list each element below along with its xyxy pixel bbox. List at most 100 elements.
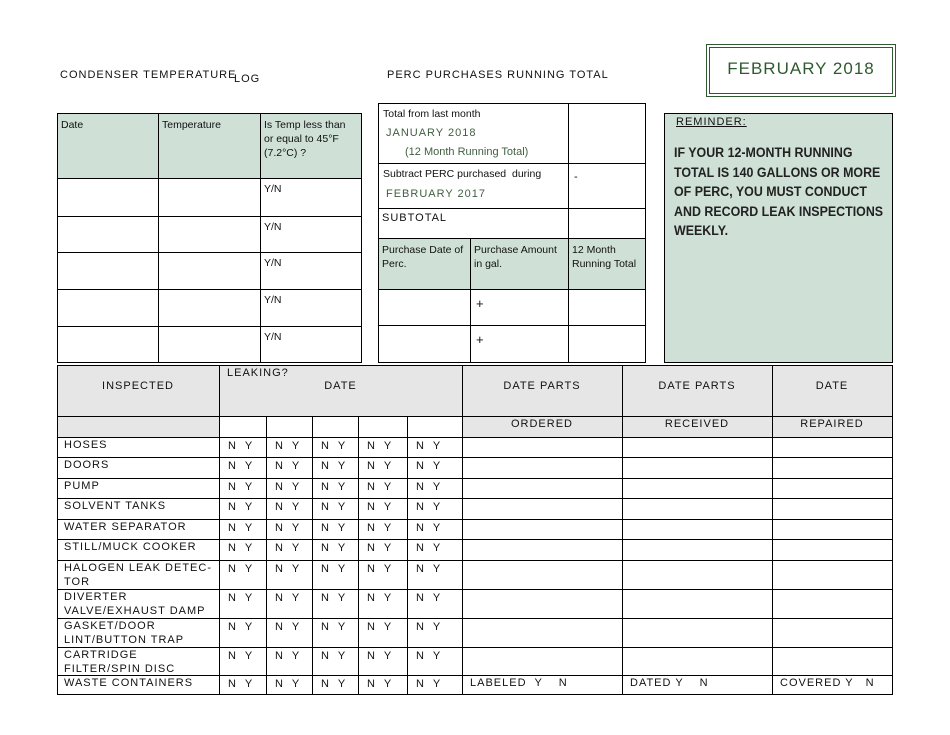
cell [772,647,893,676]
yn-choice: N Y [321,481,346,493]
yn-choice: N Y [228,481,253,493]
item-label: HALOGEN LEAK DETEC-TOR [64,562,212,588]
cell [462,437,623,458]
reminder-label: REMINDER: [676,116,747,128]
cell [568,325,646,363]
yn-choice: N Y [367,460,392,472]
cell [158,326,261,363]
cell [470,325,569,363]
yn-choice: N Y [275,481,300,493]
label: Subtract PERC purchased during [383,168,542,180]
cell [772,498,893,520]
cell [622,498,773,520]
yn-choice: N Y [321,501,346,513]
month-label: FEBRUARY 2017 [386,188,487,200]
yn-choice: N Y [367,501,392,513]
cell [462,589,623,619]
cell [462,647,623,676]
plus: + [476,332,484,347]
cell [772,560,893,590]
cell [219,416,267,438]
cell [568,103,646,164]
cell [622,437,773,458]
column-subheader: REPAIRED [800,418,864,430]
cell [462,478,623,499]
column-subheader: RECEIVED [664,418,730,430]
yn-choice: N Y [321,592,346,604]
item-label: DOORS [64,459,110,471]
cell [772,457,893,479]
cell [57,326,159,363]
cell [462,519,623,540]
column-header: INSPECTED [102,380,174,392]
cell [158,178,261,217]
yn-label: Y/N [264,257,282,269]
yn-choice: N Y [416,592,441,604]
yn-choice: N Y [416,460,441,472]
yn-choice: N Y [367,522,392,534]
cell [622,618,773,648]
cell [57,178,159,217]
item-label: PUMP [64,480,100,492]
item-label: HOSES [64,439,108,451]
section-title: PERC PURCHASES RUNNING TOTAL [387,69,609,81]
yn-choice: N Y [228,440,253,452]
cell [407,416,463,438]
yn-choice: N Y [228,650,253,662]
note: (12 Month Running Total) [405,146,529,158]
plus: + [476,296,484,311]
section-title: LOG [234,73,261,85]
cell [57,416,220,438]
cell [462,365,623,417]
cell [57,216,159,253]
item-label: CARTRIDGE FILTER/SPIN DISC [64,649,176,675]
cell [622,519,773,540]
yn-choice: N Y [275,501,300,513]
column-subheader: ORDERED [510,418,573,430]
yn-choice: N Y [367,481,392,493]
yn-choice: N Y [228,678,253,690]
yn-choice: N Y [228,522,253,534]
yn-choice: N Y [275,440,300,452]
cell [470,238,569,290]
item-label: DIVERTER VALVE/EXHAUST DAMP [64,591,206,617]
cell [772,365,893,417]
cell [772,437,893,458]
yn-choice: N Y [416,563,441,575]
yn-choice: N Y [367,542,392,554]
yn-label: Y/N [264,294,282,306]
label: SUBTOTAL [382,212,448,224]
cell [462,498,623,520]
yn-choice: N Y [321,522,346,534]
yn-choice: N Y [367,678,392,690]
yn-choice: N Y [275,678,300,690]
yn-choice: N Y [367,650,392,662]
cell [470,289,569,326]
yn-choice: N Y [275,522,300,534]
column-header: Date [61,119,84,131]
yn-choice: N Y [275,621,300,633]
reminder-text: IF YOUR 12-MONTH RUNNING TOTAL IS 140 GA… [674,145,887,238]
yn-choice: N Y [416,481,441,493]
yn-choice: N Y [321,440,346,452]
yn-label: Y/N [264,183,282,195]
column-header: DATE PARTS [658,380,736,392]
cell [158,113,261,179]
yn-choice: N Y [228,592,253,604]
cell [266,416,313,438]
cell [462,560,623,590]
yn-choice: N Y [275,460,300,472]
item-label: WASTE CONTAINERS [64,677,194,689]
yn-choice: N Y [321,621,346,633]
cell [772,675,893,695]
cell [622,539,773,561]
yn-choice: N Y [416,522,441,534]
cell [568,163,646,209]
yn-choice: COVERED Y N [780,677,875,689]
column-header: Purchase Amount in gal. [474,244,560,270]
cell [158,289,261,327]
yn-choice: N Y [321,542,346,554]
month-title: FEBRUARY 2018 [727,59,875,78]
cell [622,560,773,590]
